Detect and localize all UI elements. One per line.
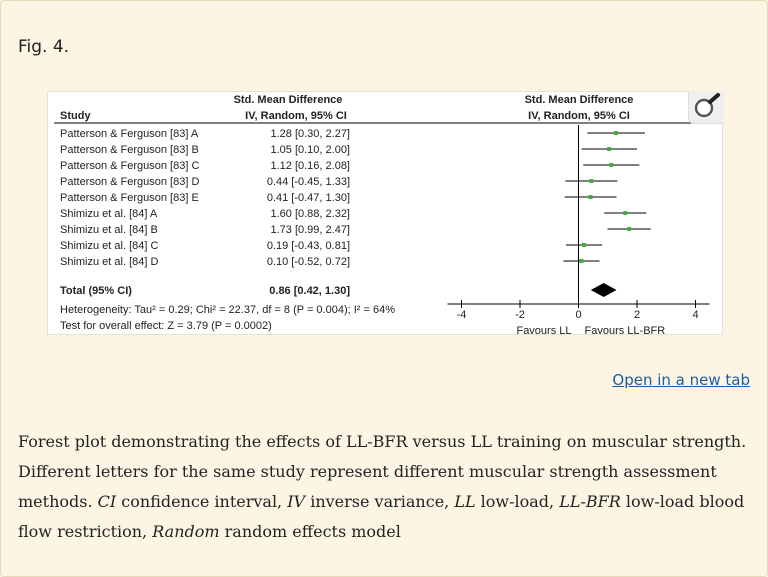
plot-header-line1: Std. Mean Difference	[525, 94, 634, 106]
study-ci-text: 0.10 [-0.52, 0.72]	[267, 256, 350, 268]
x-tick-label: 4	[692, 309, 698, 321]
x-tick-label: -4	[457, 309, 467, 321]
study-name: Shimizu et al. [84] D	[60, 256, 158, 268]
study-ci-text: 1.28 [0.30, 2.27]	[270, 128, 350, 140]
study-ci-text: 0.44 [-0.45, 1.33]	[267, 176, 350, 188]
caption-abbrev: Random	[152, 522, 220, 541]
study-name: Patterson & Ferguson [83] C	[60, 160, 199, 172]
point-estimate	[627, 227, 632, 231]
figure-caption: Forest plot demonstrating the effects of…	[18, 427, 752, 547]
caption-text: inverse variance,	[305, 492, 455, 511]
caption-text: random effects model	[219, 522, 401, 541]
study-name: Patterson & Ferguson [83] B	[60, 144, 199, 156]
plot-header-line2: IV, Random, 95% CI	[528, 110, 630, 122]
point-estimate	[613, 131, 618, 135]
x-tick-label: -2	[515, 309, 525, 321]
x-tick-label: 0	[575, 309, 581, 321]
point-estimate	[589, 179, 594, 183]
study-name: Patterson & Ferguson [83] A	[60, 128, 199, 140]
point-estimate	[588, 195, 593, 199]
study-ci-text: 1.73 [0.99, 2.47]	[270, 224, 350, 236]
study-name: Patterson & Ferguson [83] D	[60, 176, 199, 188]
total-label: Total (95% CI)	[60, 285, 132, 297]
study-ci-text: 1.12 [0.16, 2.08]	[270, 160, 350, 172]
summary-diamond	[590, 283, 617, 297]
caption-abbrev: LL	[454, 492, 476, 511]
favours-left-label: Favours LL	[516, 325, 571, 336]
point-estimate	[609, 163, 614, 167]
point-estimate	[623, 211, 628, 215]
magnifier-icon	[694, 93, 720, 118]
forest-plot-figure[interactable]: Study Std. Mean Difference IV, Random, 95%…	[47, 91, 724, 336]
total-ci-text: 0.86 [0.42, 1.30]	[269, 285, 350, 297]
study-ci-text: 1.60 [0.88, 2.32]	[270, 208, 350, 220]
caption-abbrev: LL-BFR	[559, 492, 621, 511]
caption-abbrev: IV	[287, 492, 306, 511]
study-name: Shimizu et al. [84] C	[60, 240, 158, 252]
heterogeneity-text: Heterogeneity: Tau² = 0.29; Chi² = 22.37…	[60, 304, 395, 316]
zoom-button[interactable]	[688, 91, 724, 124]
study-name: Shimizu et al. [84] A	[60, 208, 158, 220]
point-estimate	[607, 147, 612, 151]
study-name: Shimizu et al. [84] B	[60, 224, 158, 236]
x-tick-label: 2	[634, 309, 640, 321]
caption-abbrev: CI	[97, 492, 117, 511]
study-header: Study	[60, 110, 91, 122]
caption-text: low-load blood flow restriction,	[18, 492, 745, 541]
caption-text: Forest plot demonstrating the effects of…	[18, 432, 747, 511]
caption-text: low-load,	[475, 492, 560, 511]
study-name: Patterson & Ferguson [83] E	[60, 192, 199, 204]
smd-header-line2: IV, Random, 95% CI	[245, 110, 347, 122]
study-ci-text: 1.05 [0.10, 2.00]	[270, 144, 350, 156]
forest-plot: Study Std. Mean Difference IV, Random, 95%…	[54, 94, 724, 336]
favours-right-label: Favours LL-BFR	[585, 325, 666, 336]
smd-header-line1: Std. Mean Difference	[234, 94, 343, 106]
figure-label: Fig. 4.	[18, 37, 70, 57]
study-ci-text: 0.41 [-0.47, 1.30]	[267, 192, 350, 204]
overall-effect-text: Test for overall effect: Z = 3.79 (P = 0…	[60, 320, 272, 332]
study-ci-text: 0.19 [-0.43, 0.81]	[267, 240, 350, 252]
caption-text: confidence interval,	[116, 492, 288, 511]
point-estimate	[579, 259, 584, 263]
open-in-new-tab-link[interactable]: Open in a new tab	[612, 371, 750, 389]
point-estimate	[582, 243, 587, 247]
